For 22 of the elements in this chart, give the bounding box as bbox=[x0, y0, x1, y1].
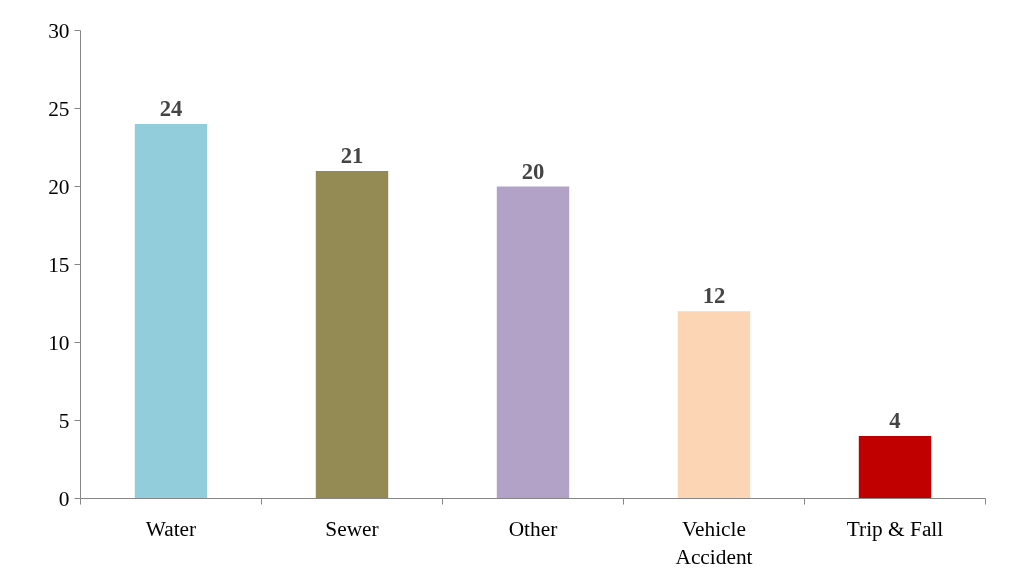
data-label: 20 bbox=[521, 158, 545, 184]
y-tick-label: 25 bbox=[48, 96, 70, 121]
y-tick-label: 5 bbox=[58, 408, 70, 433]
bar bbox=[858, 436, 932, 499]
data-label: 12 bbox=[702, 283, 726, 309]
y-tick-label: 20 bbox=[48, 174, 70, 199]
bar bbox=[134, 124, 208, 499]
x-tick-label: Water bbox=[145, 516, 197, 541]
bar bbox=[496, 186, 570, 499]
x-tick-label: Sewer bbox=[325, 516, 379, 541]
x-tick-label: Other bbox=[508, 516, 558, 541]
bar bbox=[677, 311, 751, 499]
x-tick-label: Vehicle Accident bbox=[675, 516, 753, 570]
data-label: 21 bbox=[340, 142, 364, 168]
data-label: 4 bbox=[889, 408, 901, 434]
x-tick-label: Trip & Fall bbox=[846, 516, 944, 541]
y-tick-label: 10 bbox=[48, 330, 70, 355]
data-label: 24 bbox=[159, 96, 183, 122]
bar bbox=[315, 170, 389, 499]
y-tick-label: 15 bbox=[48, 252, 70, 277]
y-tick-label: 30 bbox=[48, 18, 70, 43]
y-tick-label: 0 bbox=[58, 486, 70, 511]
